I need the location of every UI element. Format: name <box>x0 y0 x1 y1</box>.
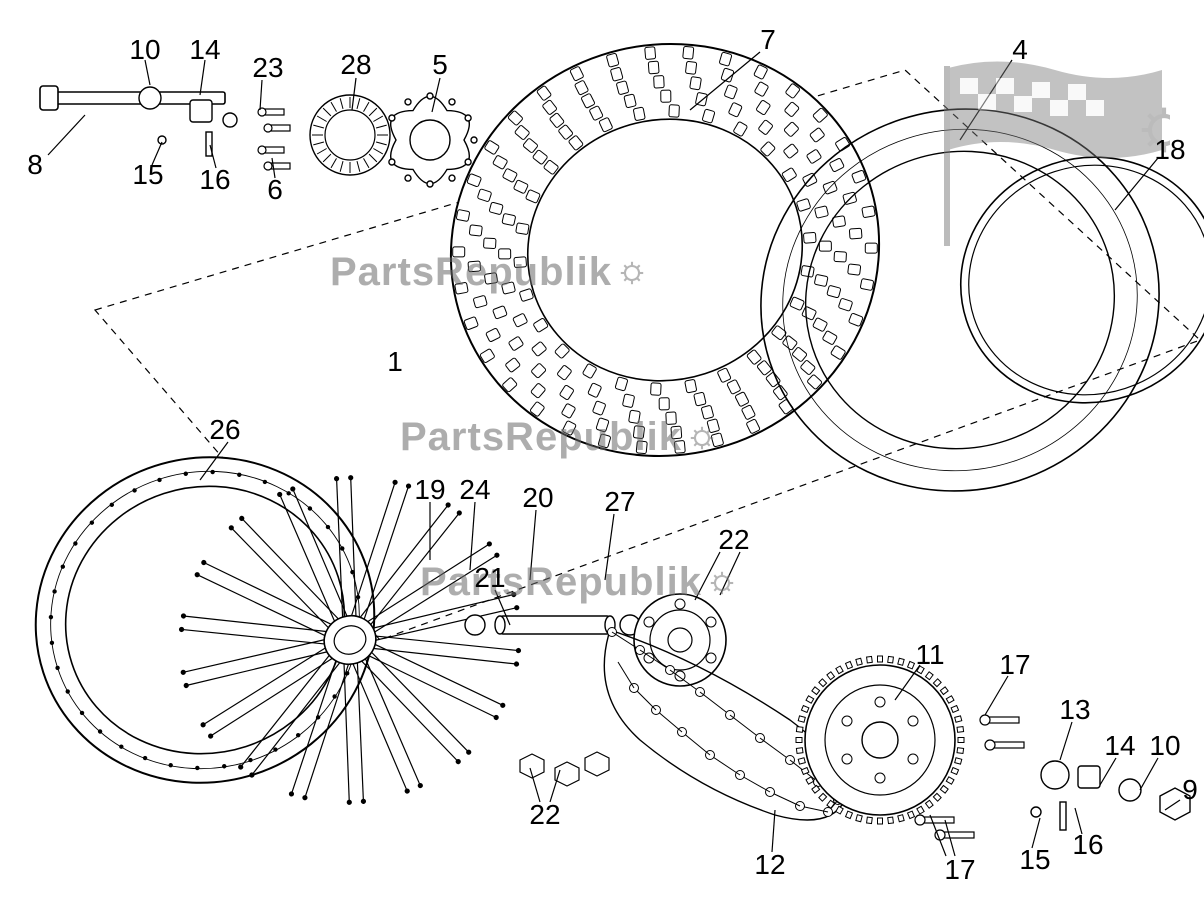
callout-15-8: 15 <box>132 159 163 191</box>
callout-14-23: 14 <box>1104 730 1135 762</box>
callout-22-30: 22 <box>529 799 560 831</box>
part-sprocket <box>796 656 964 824</box>
callout-9-25: 9 <box>1182 774 1198 806</box>
part-disc-bolts <box>258 108 290 170</box>
exploded-diagram <box>0 0 1204 903</box>
callout-15-27: 15 <box>1019 844 1050 876</box>
callout-5-4: 5 <box>432 49 448 81</box>
callout-7-5: 7 <box>760 24 776 56</box>
callout-14-1: 14 <box>189 34 220 66</box>
callout-21-18: 21 <box>474 562 505 594</box>
callout-26-12: 26 <box>209 414 240 446</box>
part-tire <box>397 0 933 511</box>
callout-11-20: 11 <box>915 639 944 671</box>
callout-10-0: 10 <box>129 34 160 66</box>
callout-20-16: 20 <box>522 482 553 514</box>
callout-18-11: 18 <box>1154 134 1185 166</box>
part-rimband <box>929 124 1204 436</box>
callout-1-13: 1 <box>387 346 403 378</box>
part-phonic-ring <box>310 95 390 175</box>
callout-13-22: 13 <box>1059 694 1090 726</box>
callout-6-10: 6 <box>267 174 283 206</box>
callout-12-29: 12 <box>754 849 785 881</box>
part-axle-hw-right <box>1031 761 1190 830</box>
callout-23-2: 23 <box>252 52 283 84</box>
part-brake-disc <box>383 93 477 187</box>
callout-8-7: 8 <box>27 149 43 181</box>
callout-17-28: 17 <box>944 854 975 886</box>
callout-4-6: 4 <box>1012 34 1028 66</box>
callout-16-26: 16 <box>1072 829 1103 861</box>
callout-10-24: 10 <box>1149 730 1180 762</box>
callout-17-21: 17 <box>999 649 1030 681</box>
part-sprocket-carrier <box>634 594 726 686</box>
callout-27-17: 27 <box>604 486 635 518</box>
callout-16-9: 16 <box>199 164 230 196</box>
callout-28-3: 28 <box>340 49 371 81</box>
callout-19-14: 19 <box>414 474 445 506</box>
callout-24-15: 24 <box>459 474 490 506</box>
callout-22-19: 22 <box>718 524 749 556</box>
